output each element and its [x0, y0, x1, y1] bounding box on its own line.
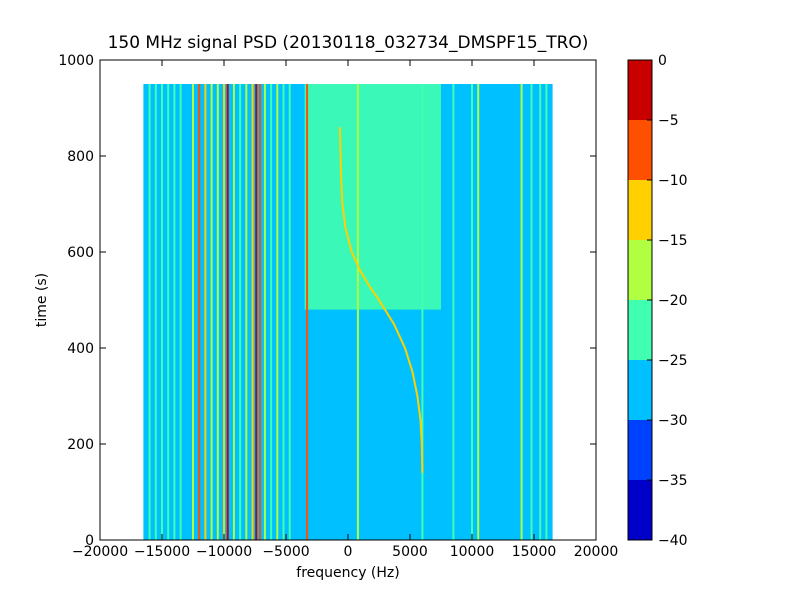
x-tick-label: 5000	[392, 544, 428, 560]
x-axis: −20000 −15000 −10000 −5000 0 5000 10000 15000 20…	[72, 60, 618, 560]
colorbar-cell	[628, 60, 652, 120]
y-tick-label: 400	[67, 341, 94, 357]
colorbar-tick-label: −10	[658, 173, 688, 189]
colorbar-cells	[628, 60, 652, 540]
x-tick-label: −20000	[72, 544, 128, 560]
colorbar-tick-label: −15	[658, 233, 688, 249]
heatmap	[143, 84, 553, 540]
x-axis-label: frequency (Hz)	[296, 565, 399, 581]
y-tick-label: 600	[67, 245, 94, 261]
colorbar-ticks: −40 −35 −30 −25 −20 −15 −10 −5 0	[647, 53, 688, 549]
y-axis-label: time (s)	[34, 273, 50, 327]
x-tick-label: 0	[344, 544, 353, 560]
colorbar-tick-label: −30	[658, 413, 688, 429]
colorbar-cell	[628, 300, 652, 360]
psd-enhanced-band	[304, 84, 441, 310]
plot-area: −20000 −15000 −10000 −5000 0 5000 10000 15000 20…	[58, 53, 618, 560]
colorbar-tick-label: −5	[658, 113, 679, 129]
colorbar-tick-label: −25	[658, 353, 688, 369]
chart-title: 150 MHz signal PSD (20130118_032734_DMSP…	[108, 33, 589, 53]
colorbar-cell	[628, 360, 652, 420]
x-tick-label: 10000	[450, 544, 495, 560]
x-tick-label: −15000	[134, 544, 190, 560]
doppler-trace	[338, 127, 424, 473]
y-tick-label: 200	[67, 437, 94, 453]
colorbar-cell	[628, 420, 652, 480]
colorbar-cell	[628, 480, 652, 540]
y-tick-label: 0	[85, 533, 94, 549]
x-tick-label: −10000	[196, 544, 252, 560]
colorbar-tick-label: −20	[658, 293, 688, 309]
x-tick-label: 20000	[574, 544, 619, 560]
y-tick-label: 1000	[58, 53, 94, 69]
y-tick-label: 800	[67, 149, 94, 165]
x-tick-label: −5000	[262, 544, 309, 560]
colorbar: −40 −35 −30 −25 −20 −15 −10 −5 0	[627, 53, 688, 549]
colorbar-cell	[628, 180, 652, 240]
colorbar-tick-label: −40	[658, 533, 688, 549]
y-axis: 0 200 400 600 800 1000	[58, 53, 596, 549]
x-tick-label: 15000	[512, 544, 557, 560]
colorbar-tick-label: 0	[658, 53, 667, 69]
colorbar-cell	[628, 240, 652, 300]
colorbar-tick-label: −35	[658, 473, 688, 489]
colorbar-cell	[628, 120, 652, 180]
